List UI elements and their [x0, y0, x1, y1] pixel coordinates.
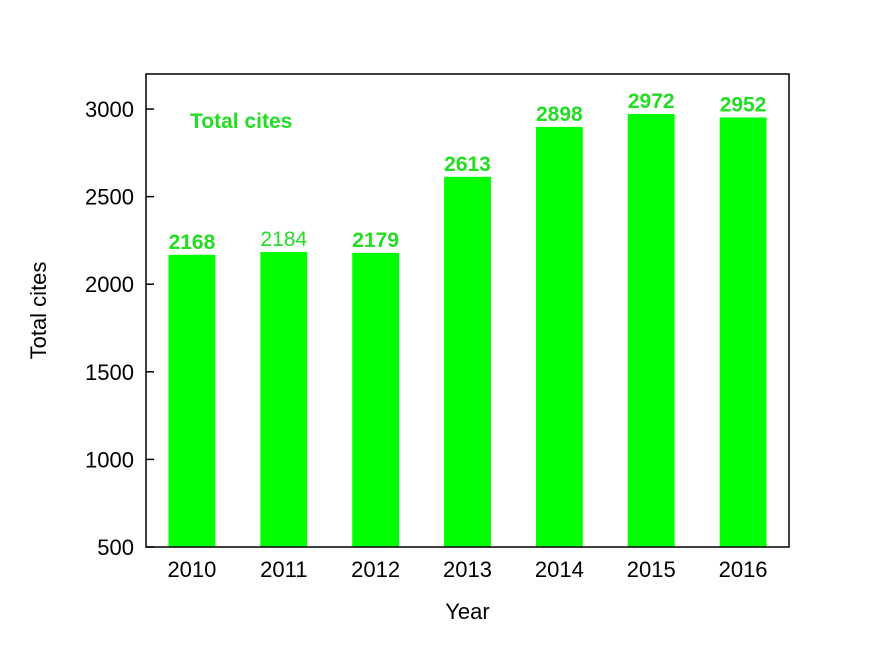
y-tick-label-3000: 3000 — [85, 97, 134, 122]
bar-2014 — [535, 126, 583, 547]
data-label-2014: 2898 — [536, 103, 583, 126]
y-axis-ticks: 500 1000 1500 2000 2500 3000 — [85, 97, 154, 560]
y-tick-label-1500: 1500 — [85, 360, 134, 385]
bars-group — [168, 113, 767, 547]
y-tick-label-1000: 1000 — [85, 447, 134, 472]
data-label-2015: 2972 — [628, 90, 675, 113]
y-tick-label-500: 500 — [97, 535, 134, 560]
data-label-2010: 2168 — [169, 231, 216, 254]
x-tick-label-2015: 2015 — [627, 557, 676, 582]
x-tick-label-2010: 2010 — [167, 557, 216, 582]
x-axis-ticks: 2010 2011 2012 2013 2014 2015 2016 — [167, 557, 767, 582]
data-label-2016: 2952 — [720, 93, 767, 116]
x-tick-label-2012: 2012 — [351, 557, 400, 582]
y-axis-title: Total cites — [26, 262, 51, 360]
data-label-2011: 2184 — [260, 228, 307, 251]
x-axis-title: Year — [445, 599, 489, 624]
bar-2012 — [352, 252, 400, 547]
x-tick-label-2011: 2011 — [260, 557, 307, 582]
bar-2011 — [260, 251, 308, 547]
bar-2015 — [627, 113, 675, 547]
data-labels-group: 2168 2184 2179 2613 2898 2972 2952 — [169, 90, 767, 254]
data-label-2012: 2179 — [352, 229, 399, 252]
y-tick-label-2500: 2500 — [85, 185, 134, 210]
legend-label: Total cites — [190, 110, 292, 133]
x-tick-label-2013: 2013 — [443, 557, 492, 582]
bar-2016 — [719, 117, 767, 547]
y-tick-label-2000: 2000 — [85, 272, 134, 297]
x-tick-label-2014: 2014 — [535, 557, 584, 582]
x-tick-label-2016: 2016 — [719, 557, 768, 582]
data-label-2013: 2613 — [444, 153, 491, 176]
bar-2010 — [168, 254, 216, 547]
plot-frame — [145, 73, 790, 548]
bar-2013 — [444, 176, 491, 547]
